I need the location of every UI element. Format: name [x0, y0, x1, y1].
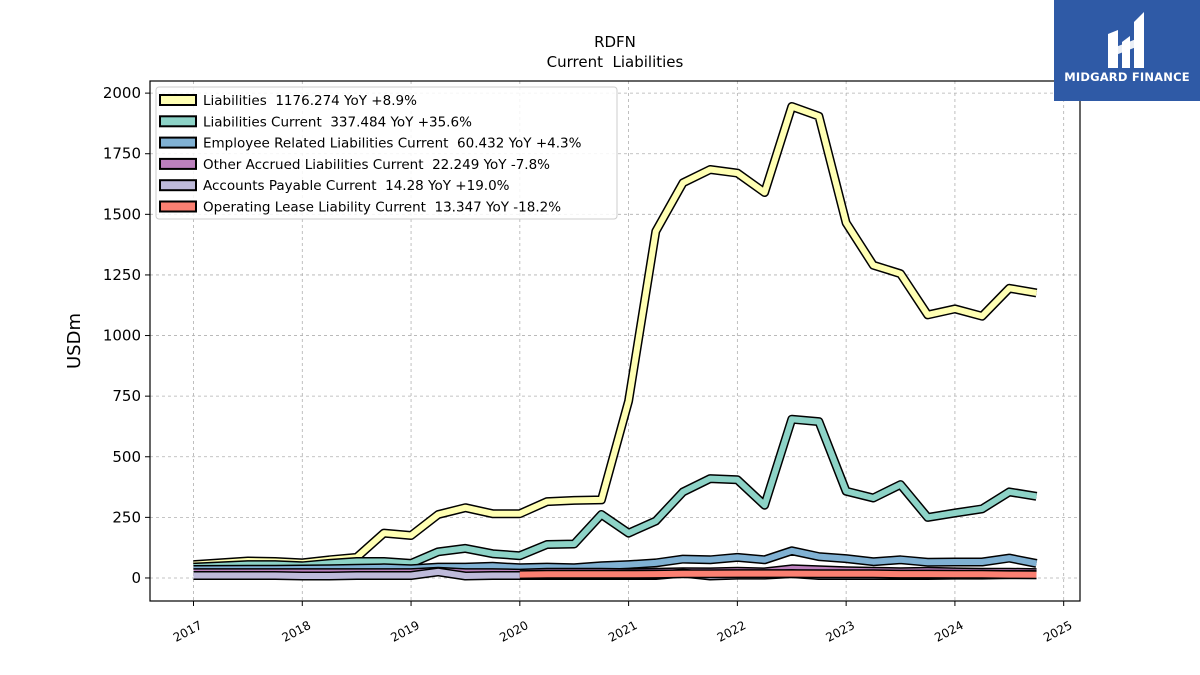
x-tick-label: 2024: [932, 618, 966, 645]
x-tick-label: 2019: [388, 618, 422, 645]
midgard-finance-logo: MIDGARD FINANCE: [1054, 0, 1200, 101]
legend-entry: Liabilities Current 337.484 YoY +35.6%: [203, 114, 472, 130]
legend-swatch: [159, 179, 197, 192]
legend: Liabilities 1176.274 YoY +8.9% Liabilitie…: [155, 86, 618, 220]
x-tick-label: 2025: [1041, 618, 1075, 645]
legend-swatch: [159, 94, 197, 106]
y-tick-label: 500: [112, 448, 141, 466]
y-tick-label: 750: [112, 387, 141, 405]
logo-text: MIDGARD FINANCE: [1064, 70, 1190, 84]
y-axis: 0 250 500 750 1000 1250 1500 1750 2000: [103, 84, 150, 587]
y-tick-label: 0: [131, 569, 141, 587]
legend-swatch: [159, 200, 197, 213]
x-tick-label: 2020: [497, 618, 531, 645]
legend-frame: [155, 86, 618, 220]
y-tick-label: 1750: [103, 145, 141, 163]
chart-title: RDFN: [594, 33, 636, 51]
legend-entry: Accounts Payable Current 14.28 YoY +19.0…: [203, 178, 510, 194]
legend-entry: Liabilities 1176.274 YoY +8.9%: [203, 93, 417, 109]
x-tick-label: 2023: [823, 618, 857, 645]
y-tick-label: 250: [112, 508, 141, 526]
y-tick-label: 1250: [103, 266, 141, 284]
x-tick-label: 2021: [606, 618, 640, 645]
x-tick-label: 2022: [715, 618, 749, 645]
series-line: [193, 416, 1037, 571]
y-tick-label: 2000: [103, 84, 141, 102]
chart-subtitle: Current Liabilities: [547, 53, 684, 71]
y-tick-label: 1500: [103, 205, 141, 223]
plot-area-frame: [149, 80, 1081, 602]
legend-swatch: [159, 136, 197, 149]
y-axis-label: USDm: [64, 313, 85, 369]
x-axis: 2017 2018 2019 2020 2021 2022 2023 2024 2025: [171, 601, 1075, 645]
logo-mark-icon: [1108, 12, 1144, 68]
series-5: [519, 569, 1037, 580]
legend-entry: Employee Related Liabilities Current 60.…: [203, 136, 582, 152]
series-1: [193, 414, 1038, 572]
legend-entry: Other Accrued Liabilities Current 22.249…: [203, 157, 550, 173]
legend-entry: Operating Lease Liability Current 13.347…: [203, 200, 561, 216]
series-line: [519, 570, 1037, 578]
y-tick-label: 1000: [103, 327, 141, 345]
legend-swatch: [159, 157, 197, 170]
series-layer: [193, 102, 1038, 581]
legend-swatch: [159, 115, 197, 128]
x-tick-label: 2018: [280, 618, 314, 645]
x-tick-label: 2017: [171, 618, 205, 645]
